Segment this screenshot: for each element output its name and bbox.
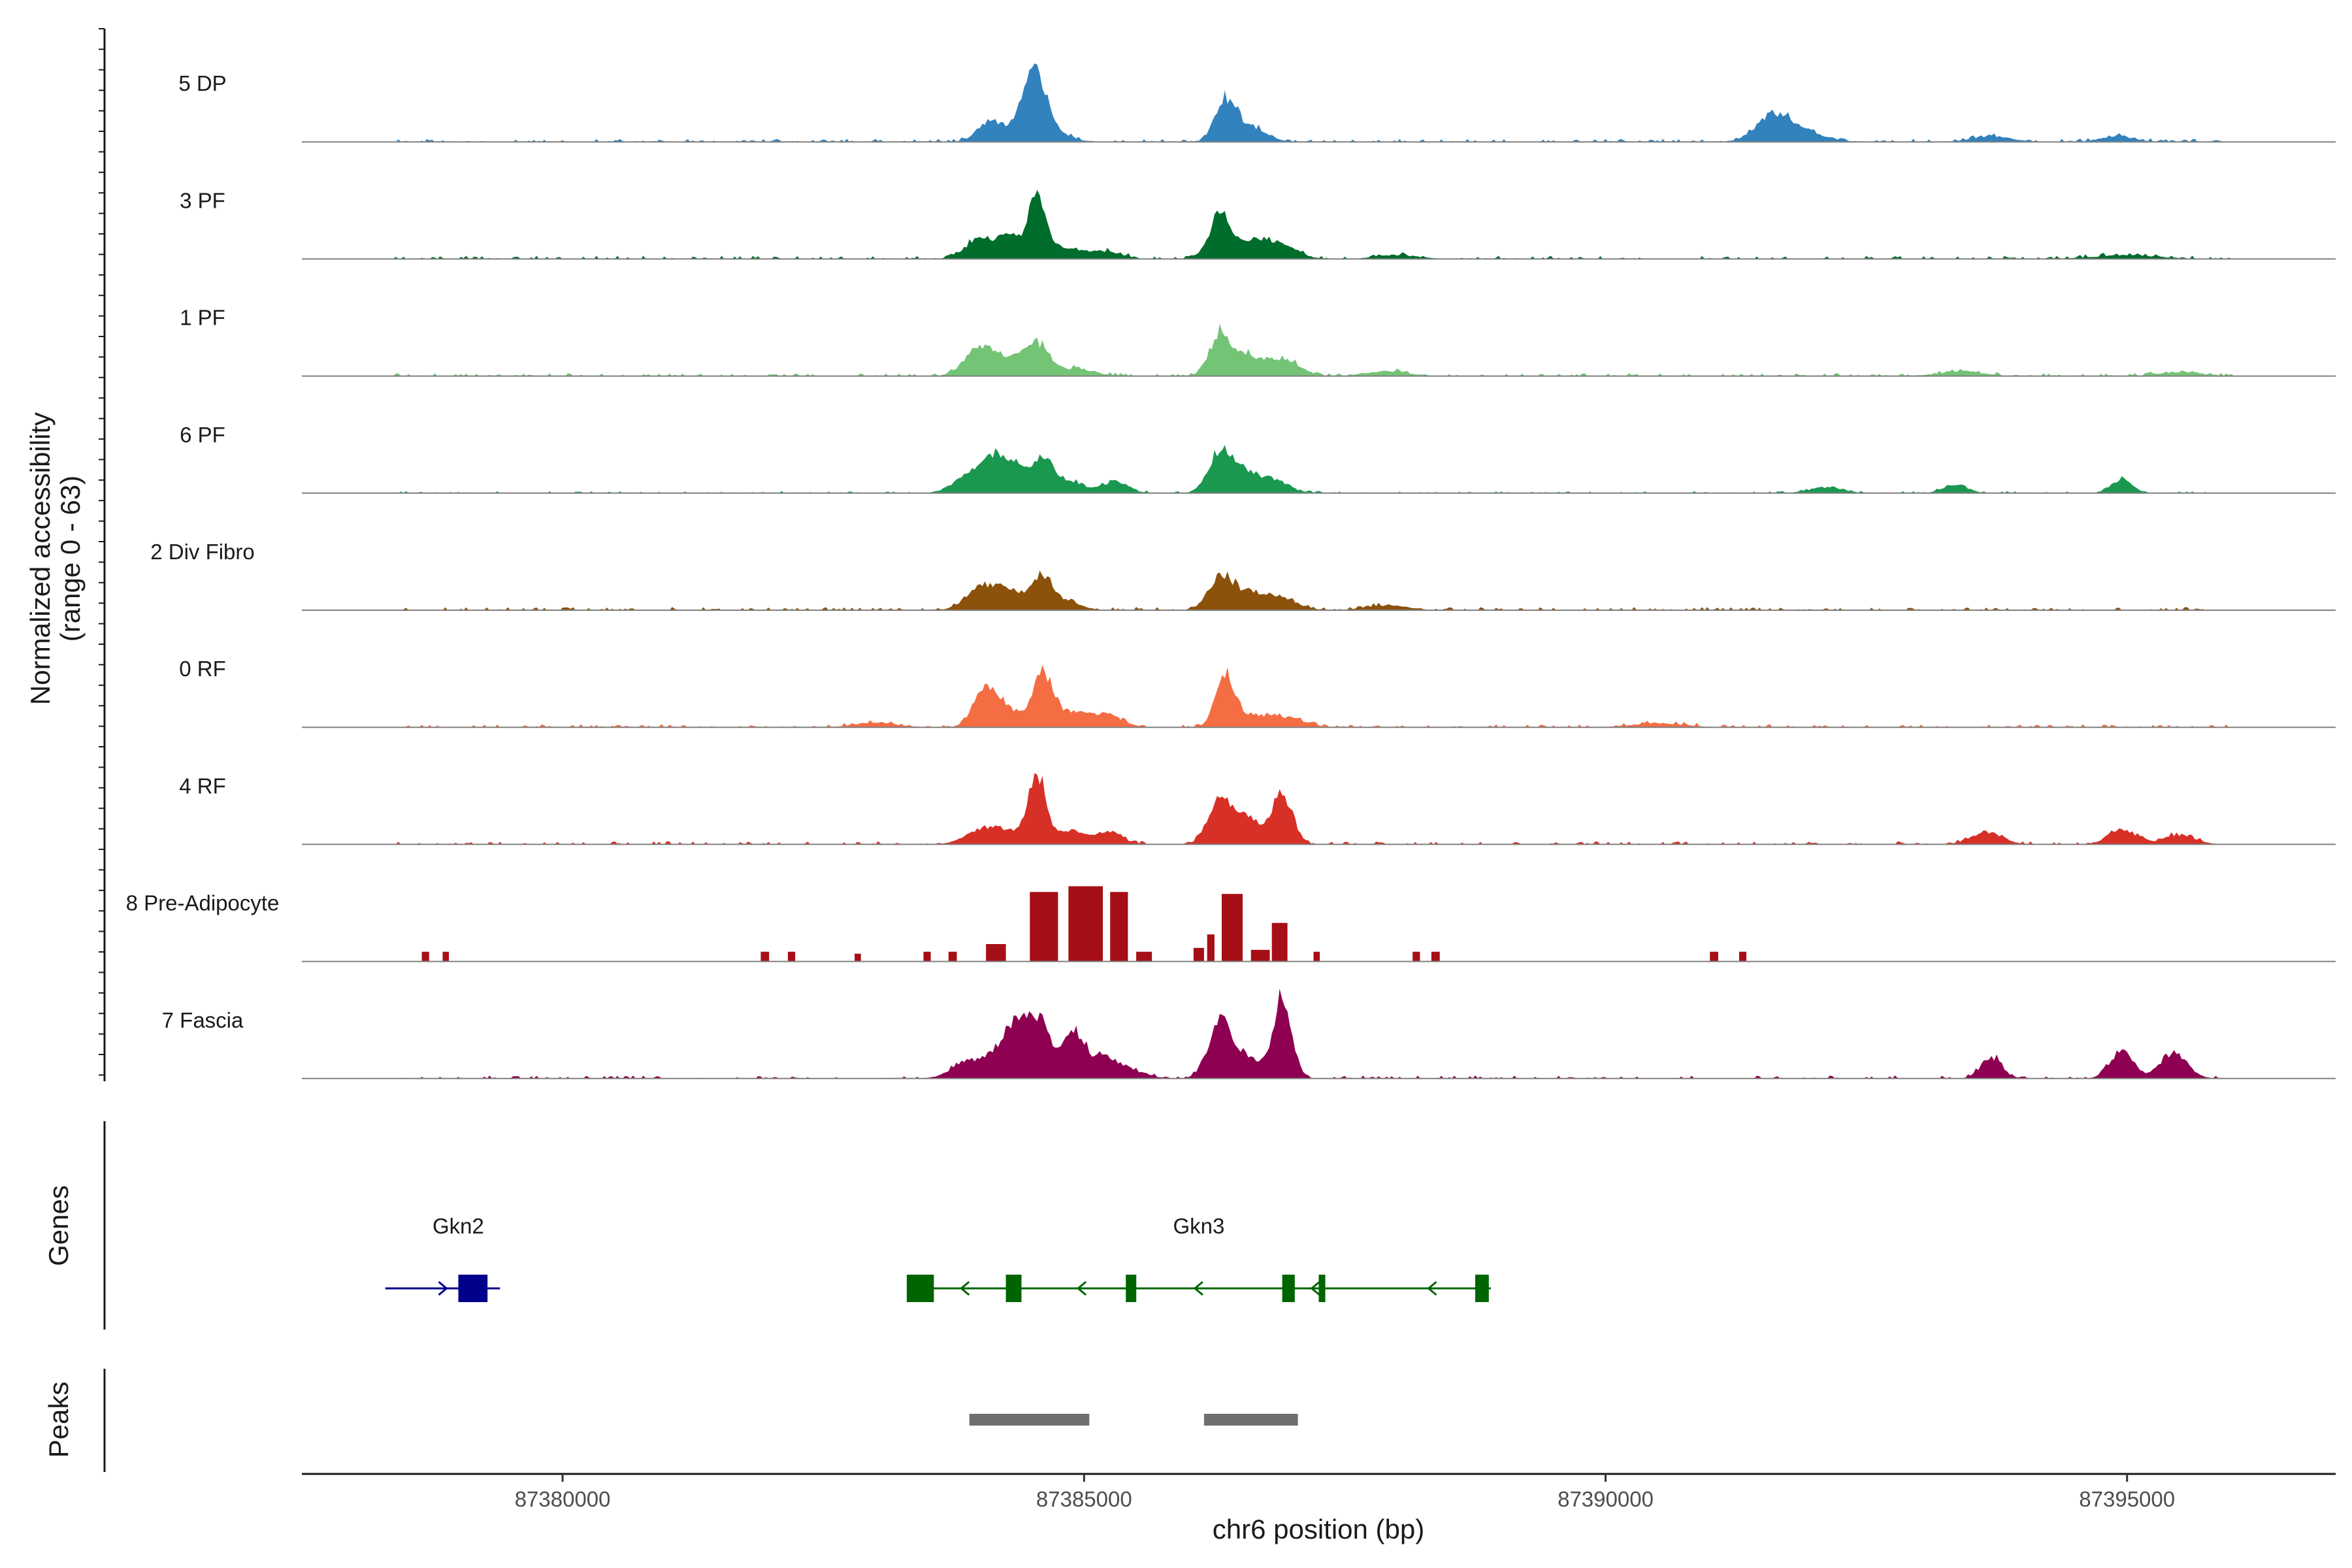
track-label-3: 6 PF xyxy=(180,423,225,447)
coverage-area-8 xyxy=(302,988,2336,1079)
peak-regions xyxy=(969,1414,1298,1426)
gene-models: Gkn2 Gkn3 xyxy=(385,1214,1491,1302)
coverage-area-2 xyxy=(302,323,2336,376)
coverage-area-1 xyxy=(302,189,2336,259)
strand-arrow xyxy=(1193,1281,1203,1296)
coverage-area-5 xyxy=(302,664,2336,728)
x-tick-label-0: 87380000 xyxy=(515,1487,611,1511)
gene-label-1: Gkn3 xyxy=(1173,1214,1224,1238)
exon-1-5 xyxy=(1475,1275,1489,1302)
coverage-area-3 xyxy=(302,445,2336,493)
y-axis-title-range: (range 0 - 63) xyxy=(55,476,86,642)
coverage-tracks: 5 DP 3 PF 1 PF 6 PF 2 Div Fibro 0 RF 4 RF 8 Pre… xyxy=(126,63,2336,1079)
strand-arrow xyxy=(959,1281,970,1296)
exon-0-0 xyxy=(458,1275,488,1302)
strand-arrow xyxy=(1076,1281,1087,1296)
coverage-area-4 xyxy=(302,570,2336,610)
exon-1-0 xyxy=(906,1275,934,1302)
coverage-area-7 xyxy=(302,886,2336,962)
genes-panel-title: Genes xyxy=(43,1185,74,1266)
coverage-area-6 xyxy=(302,773,2336,845)
x-tick-label-2: 87390000 xyxy=(1558,1487,1654,1511)
exon-1-1 xyxy=(1005,1275,1022,1302)
track-label-2: 1 PF xyxy=(180,306,225,330)
x-tick-label-3: 87395000 xyxy=(2079,1487,2175,1511)
peaks-panel-title: Peaks xyxy=(43,1382,74,1458)
exon-1-3 xyxy=(1282,1275,1295,1302)
gene-label-0: Gkn2 xyxy=(433,1214,484,1238)
strand-arrow xyxy=(1310,1281,1320,1296)
track-label-6: 4 RF xyxy=(179,774,226,798)
strand-arrow xyxy=(1427,1281,1437,1296)
strand-arrow xyxy=(438,1281,448,1296)
exon-1-4 xyxy=(1318,1275,1326,1302)
track-label-1: 3 PF xyxy=(180,188,225,212)
x-axis-title: chr6 position (bp) xyxy=(1213,1514,1425,1544)
y-axis-title: Normalized accessibility xyxy=(25,412,56,705)
x-tick-label-1: 87385000 xyxy=(1036,1487,1132,1511)
peak-region-0 xyxy=(969,1414,1090,1426)
track-label-8: 7 Fascia xyxy=(162,1008,244,1032)
x-axis: 87380000 87385000 87390000 87395000 xyxy=(302,1473,2336,1511)
accessibility-y-axis xyxy=(99,28,106,1081)
genes-panel: Genes Gkn2 Gkn3 xyxy=(43,1121,1491,1330)
coverage-area-0 xyxy=(302,63,2336,142)
track-label-7: 8 Pre-Adipocyte xyxy=(126,891,280,915)
peaks-panel: Peaks xyxy=(43,1369,1298,1472)
track-label-4: 2 Div Fibro xyxy=(150,540,255,564)
exon-1-2 xyxy=(1126,1275,1137,1302)
track-label-5: 0 RF xyxy=(179,657,226,681)
track-label-0: 5 DP xyxy=(178,71,226,95)
peak-region-1 xyxy=(1203,1414,1298,1426)
